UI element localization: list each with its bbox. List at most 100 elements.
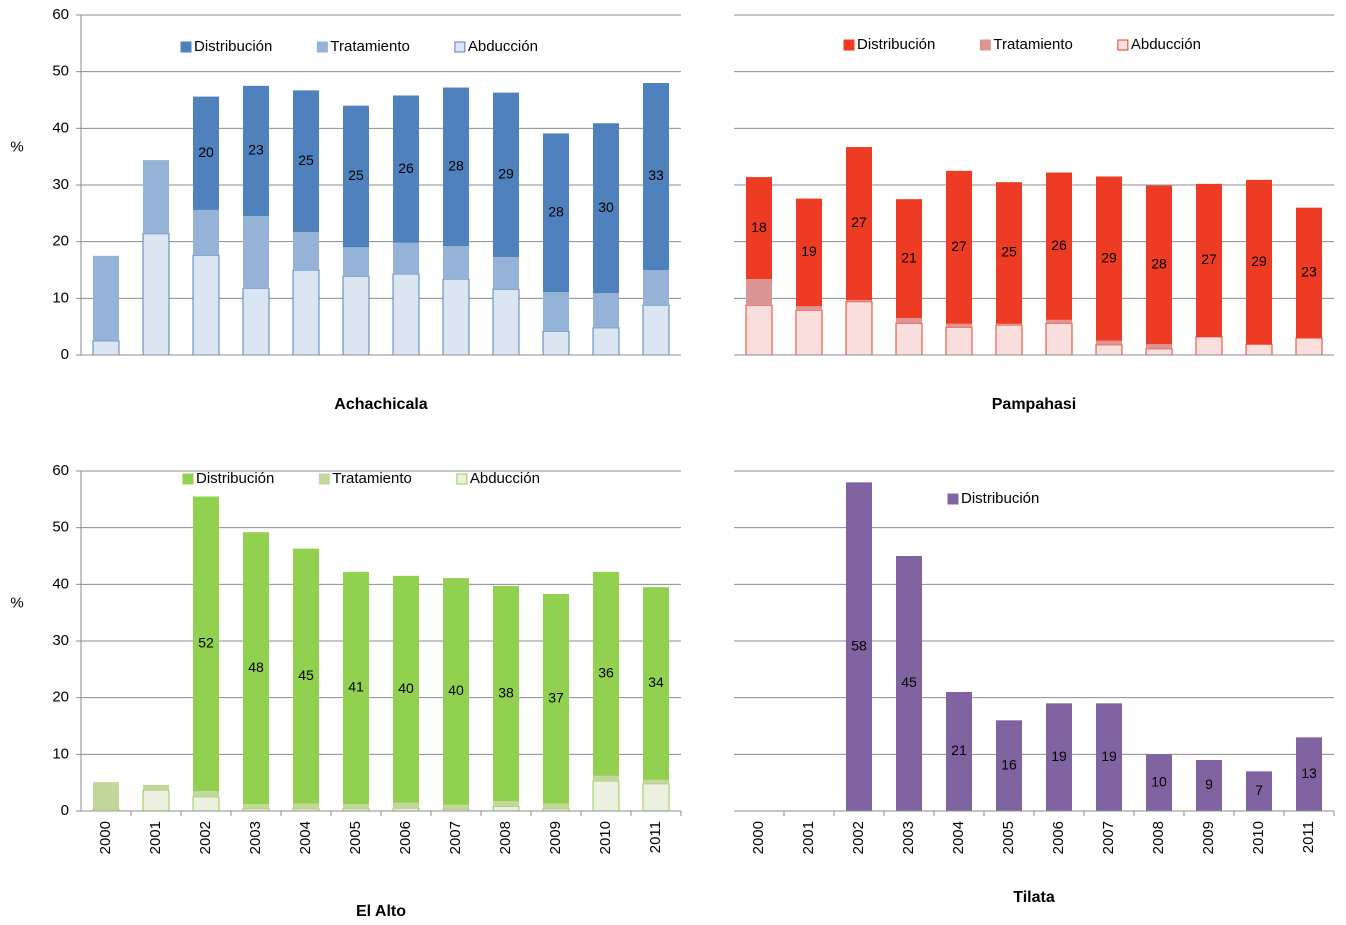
- x-tick-label: 2009: [547, 821, 564, 854]
- data-label: 21: [951, 742, 967, 758]
- data-label: 40: [448, 682, 464, 698]
- data-label: 25: [1001, 244, 1017, 260]
- x-tick-label: 2007: [1100, 821, 1117, 854]
- bar-segment: [493, 256, 519, 290]
- x-tick-label: 2003: [900, 821, 917, 854]
- data-label: 29: [498, 166, 514, 182]
- x-tick-label: 2006: [1050, 821, 1067, 854]
- data-label: 26: [398, 160, 414, 176]
- bar-segment: [1195, 336, 1223, 356]
- legend-swatch: [947, 493, 959, 505]
- bar-segment: [293, 548, 319, 804]
- bar-segment: [193, 496, 219, 792]
- bar-segment: [795, 309, 823, 356]
- data-label: 36: [598, 665, 614, 681]
- bar-segment: [292, 269, 320, 356]
- bar-segment: [592, 327, 620, 356]
- legend-swatch: [454, 41, 466, 53]
- bar-segment: [643, 270, 669, 306]
- data-label: 38: [498, 684, 514, 700]
- bar-segment: [542, 330, 570, 356]
- bar-segment: [143, 784, 169, 791]
- x-tick-label: 2010: [597, 821, 614, 854]
- bar-segment: [392, 273, 420, 356]
- legend-swatch: [316, 41, 328, 53]
- x-tick-label: 2002: [850, 821, 867, 854]
- legend-swatch: [456, 473, 468, 485]
- x-tick-label: 2008: [497, 821, 514, 854]
- data-label: 52: [198, 635, 214, 651]
- bar-segment: [343, 571, 369, 805]
- data-label: 28: [548, 203, 564, 219]
- bar-segment: [193, 791, 219, 797]
- data-label: 9: [1205, 776, 1213, 792]
- x-tick-label: 2008: [1150, 821, 1167, 854]
- bar-segment: [493, 92, 519, 257]
- bar-segment: [343, 804, 369, 809]
- y-tick-label: 40: [52, 119, 69, 136]
- y-tick-label: 0: [61, 346, 69, 363]
- bar-segment: [996, 323, 1022, 325]
- data-label: 33: [648, 167, 664, 183]
- bar-segment: [443, 87, 469, 247]
- bar-segment: [945, 326, 973, 356]
- bar-segment: [996, 182, 1022, 324]
- data-label: 34: [648, 674, 664, 690]
- data-label: 18: [751, 219, 767, 235]
- bar-segment: [393, 95, 419, 243]
- data-label: 45: [298, 667, 314, 683]
- x-tick-label: 2001: [800, 821, 817, 854]
- data-label: 7: [1255, 782, 1263, 798]
- bar-segment: [846, 300, 872, 302]
- bar-segment: [1145, 348, 1173, 356]
- bar-segment: [1196, 183, 1222, 337]
- y-tick-label: 50: [52, 63, 69, 80]
- bar-segment: [1146, 344, 1172, 349]
- data-label: 23: [248, 142, 264, 158]
- y-tick-label: 0: [61, 802, 69, 819]
- bar-segment: [93, 255, 119, 341]
- legend-label: Abducción: [1131, 36, 1201, 53]
- legend-swatch: [979, 39, 991, 51]
- data-label: 28: [1151, 256, 1167, 272]
- bar-segment: [995, 324, 1023, 356]
- bar-segment: [746, 177, 772, 280]
- bar-segment: [896, 556, 922, 811]
- data-label: 13: [1301, 765, 1317, 781]
- chart-title: Achachicala: [334, 396, 427, 413]
- bar-segment: [293, 232, 319, 270]
- bar-segment: [1246, 179, 1272, 345]
- x-tick-label: 2004: [297, 821, 314, 854]
- bar-segment: [895, 322, 923, 356]
- data-label: 19: [1051, 748, 1067, 764]
- bar-segment: [443, 578, 469, 805]
- chart-title: Pampahasi: [992, 396, 1076, 413]
- y-tick-label: 40: [52, 575, 69, 592]
- bar-segment: [393, 802, 419, 809]
- bar-segment: [593, 775, 619, 781]
- data-label: 29: [1251, 253, 1267, 269]
- bar-segment: [193, 209, 219, 256]
- bar-segment: [896, 318, 922, 324]
- y-tick-label: 20: [52, 689, 69, 706]
- x-tick-label: 2001: [147, 821, 164, 854]
- y-axis-label: %: [10, 139, 23, 156]
- bar-segment: [746, 279, 772, 306]
- y-tick-label: 20: [52, 233, 69, 250]
- bar-segment: [1095, 344, 1123, 356]
- y-tick-label: 50: [52, 519, 69, 536]
- bar-segment: [193, 96, 219, 210]
- x-tick-label: 2005: [347, 821, 364, 854]
- bar-segment: [492, 288, 520, 356]
- data-label: 29: [1101, 249, 1117, 265]
- bar-segment: [443, 804, 469, 810]
- legend-label: Distribución: [857, 36, 935, 53]
- legend-label: Distribución: [196, 470, 274, 487]
- bar-segment: [493, 801, 519, 807]
- bar-segment: [1295, 337, 1323, 356]
- y-tick-label: 30: [52, 176, 69, 193]
- y-tick-label: 30: [52, 632, 69, 649]
- bar-segment: [92, 340, 120, 356]
- x-tick-label: 2010: [1250, 821, 1267, 854]
